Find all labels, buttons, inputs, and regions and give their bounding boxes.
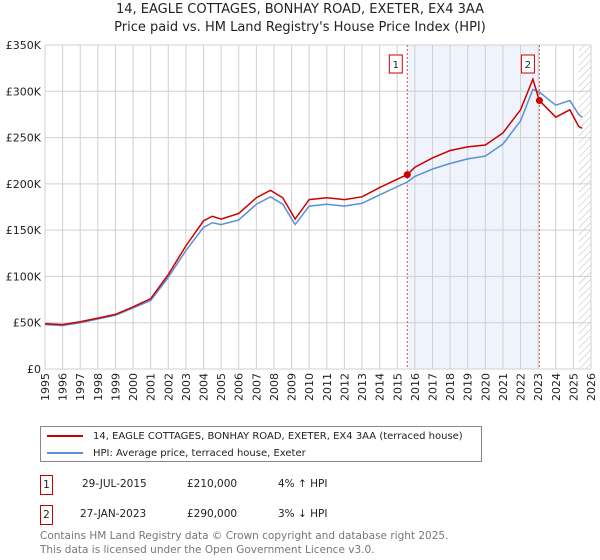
x-tick-label: 2025 xyxy=(567,373,580,401)
y-tick-label: £100K xyxy=(6,270,42,283)
x-tick-label: 2005 xyxy=(215,373,228,401)
y-tick-label: £350K xyxy=(6,39,42,52)
x-tick-label: 2019 xyxy=(462,373,475,401)
y-tick-label: £50K xyxy=(13,317,42,330)
x-tick-label: 2020 xyxy=(479,373,492,401)
x-tick-label: 1995 xyxy=(39,373,52,401)
x-tick-label: 2003 xyxy=(180,373,193,401)
x-tick-label: 2012 xyxy=(338,373,351,401)
hpi-series-line xyxy=(44,88,583,327)
x-tick-label: 2016 xyxy=(409,373,422,401)
transaction-date: 29-JUL-2015 xyxy=(82,478,147,490)
transaction-date: 27-JAN-2023 xyxy=(80,508,147,520)
y-tick-label: £300K xyxy=(6,85,42,98)
plot-area: 1995 1996 1997 1998 1999 2000 2001 2002 2003 2004… xyxy=(6,39,598,401)
property-series-line xyxy=(44,77,583,326)
sale-marker-box xyxy=(520,54,535,74)
x-tick-label: 2015 xyxy=(391,373,404,401)
x-tick-label: 2001 xyxy=(145,373,158,401)
chart-title: 14, EAGLE COTTAGES, BONHAY ROAD, EXETER,… xyxy=(115,2,485,17)
x-tick-label: 2022 xyxy=(515,373,528,401)
footer: Contains HM Land Registry data © Crown c… xyxy=(40,529,448,557)
transaction-number: 2 xyxy=(40,505,53,525)
sale-marker-box xyxy=(388,54,403,74)
transaction-hpi: 4% ↑ HPI xyxy=(278,478,328,490)
x-tick-label: 2017 xyxy=(426,373,439,401)
x-tick-label: 2008 xyxy=(268,373,281,401)
x-tick-label: 2014 xyxy=(374,373,387,401)
x-tick-label: 2024 xyxy=(550,373,563,401)
forecast-hatch xyxy=(578,45,591,369)
sale-point xyxy=(535,97,543,105)
x-tick-label: 2011 xyxy=(321,373,334,401)
sale-marker-label: 2 xyxy=(525,60,531,71)
y-tick-label: £200K xyxy=(6,178,42,191)
legend-label: HPI: Average price, terraced house, Exet… xyxy=(93,447,306,459)
x-tick-label: 2021 xyxy=(497,373,510,401)
x-tick-label: 2004 xyxy=(198,373,211,401)
y-tick-label: £0 xyxy=(27,363,41,376)
legend-swatch-blue xyxy=(47,452,83,454)
transaction-row: 2 27-JAN-2023 £290,000 3% ↓ HPI xyxy=(40,505,440,525)
copyright-text: Contains HM Land Registry data © Crown c… xyxy=(40,530,449,542)
legend-swatch-red xyxy=(47,435,83,437)
x-tick-label: 2026 xyxy=(585,373,598,401)
y-tick-label: £150K xyxy=(6,224,42,237)
x-tick-label: 2009 xyxy=(286,373,299,401)
x-tick-label: 1997 xyxy=(74,373,87,401)
chart-subtitle: Price paid vs. HM Land Registry's House … xyxy=(114,20,486,35)
x-tick-label: 2006 xyxy=(233,373,246,401)
x-tick-label: 1996 xyxy=(57,373,70,401)
legend-label: 14, EAGLE COTTAGES, BONHAY ROAD, EXETER,… xyxy=(93,430,463,442)
x-tick-label: 2007 xyxy=(250,373,263,401)
x-tick-label: 2000 xyxy=(127,373,140,401)
legend-item-hpi: HPI: Average price, terraced house, Exet… xyxy=(47,446,306,460)
transaction-price: £210,000 xyxy=(187,478,238,490)
licence-text: This data is licensed under the Open Gov… xyxy=(40,544,375,556)
legend-item-property: 14, EAGLE COTTAGES, BONHAY ROAD, EXETER,… xyxy=(47,429,463,443)
x-tick-label: 1998 xyxy=(92,373,105,401)
transaction-row: 1 29-JUL-2015 £210,000 4% ↑ HPI xyxy=(40,475,440,495)
sale-period-shading xyxy=(407,45,540,369)
x-tick-label: 1999 xyxy=(109,373,122,401)
x-tick-label: 2013 xyxy=(356,373,369,401)
sale-marker-label: 1 xyxy=(393,60,399,71)
x-tick-label: 2023 xyxy=(532,373,545,401)
legend: 14, EAGLE COTTAGES, BONHAY ROAD, EXETER,… xyxy=(40,426,482,462)
transaction-number: 1 xyxy=(40,475,53,495)
x-tick-label: 2018 xyxy=(444,373,457,401)
transaction-hpi: 3% ↓ HPI xyxy=(278,508,328,520)
x-tick-label: 2010 xyxy=(303,373,316,401)
sale-point xyxy=(403,171,411,179)
transaction-price: £290,000 xyxy=(187,508,238,520)
y-tick-label: £250K xyxy=(6,132,42,145)
x-tick-label: 2002 xyxy=(162,373,175,401)
